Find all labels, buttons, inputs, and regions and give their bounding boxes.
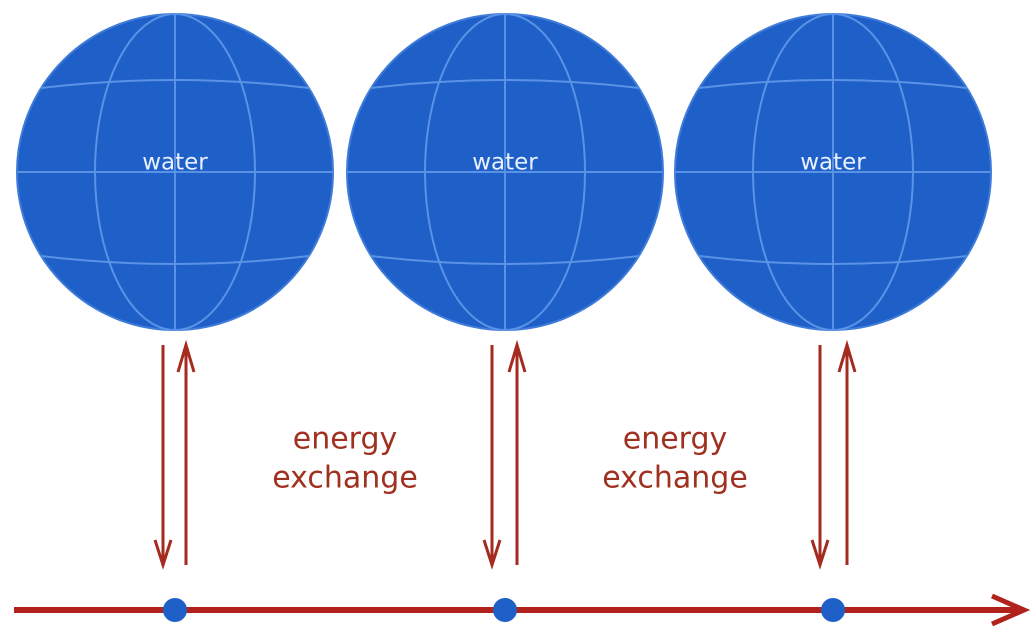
node-label: water xyxy=(800,150,866,176)
point xyxy=(163,598,187,622)
annotation-line: energy xyxy=(623,422,728,457)
node-label: water xyxy=(472,150,538,176)
arrow-pair xyxy=(155,345,194,565)
annotation-line: exchange xyxy=(272,461,418,496)
annotation-line: exchange xyxy=(602,461,748,496)
point xyxy=(821,598,845,622)
point xyxy=(493,598,517,622)
node-label: water xyxy=(142,150,208,176)
arrow-pair xyxy=(484,345,525,565)
annotation-line: energy xyxy=(293,422,398,457)
diagram: water water water energy exchange energy… xyxy=(0,0,1033,628)
arrow-pair xyxy=(812,345,855,565)
